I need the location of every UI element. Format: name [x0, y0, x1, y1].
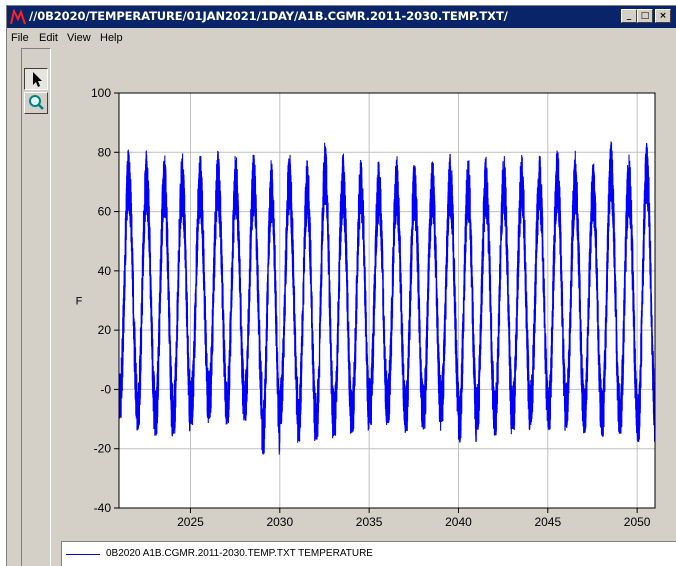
temperature-series-line	[118, 141, 656, 455]
x-tick-label: 2050	[624, 515, 651, 529]
app-window: //0B2020/TEMPERATURE/01JAN2021/1DAY/A1B.…	[6, 5, 676, 566]
y-tick-label: 20	[98, 323, 112, 337]
menu-bar: File Edit View Help	[7, 28, 676, 48]
arrow-pointer-icon	[33, 72, 42, 87]
maximize-button[interactable]: □	[637, 9, 653, 23]
pointer-tool-button[interactable]	[24, 68, 48, 90]
minimize-button[interactable]: _	[621, 9, 637, 23]
y-tick-label: 40	[98, 264, 112, 278]
y-tick-label: -40	[94, 501, 112, 515]
legend-label: 0B2020 A1B.CGMR.2011-2030.TEMP.TXT TEMPE…	[106, 548, 373, 559]
y-tick-label: -20	[94, 442, 112, 456]
plot-area	[119, 93, 655, 508]
y-tick-label: 60	[98, 205, 112, 219]
x-tick-label: 2040	[445, 515, 472, 529]
x-tick-label: 2045	[534, 515, 561, 529]
y-tick-label: -0	[100, 382, 111, 396]
y-tick-label: 100	[91, 86, 111, 100]
close-button[interactable]: ×	[655, 9, 671, 23]
menu-view[interactable]: View	[67, 32, 91, 44]
zoom-tool-button[interactable]	[24, 92, 48, 114]
chart-legend: 0B2020 A1B.CGMR.2011-2030.TEMP.TXT TEMPE…	[61, 541, 676, 566]
x-tick-label: 2025	[177, 515, 204, 529]
app-logo-icon	[10, 9, 26, 25]
menu-file[interactable]: File	[11, 32, 29, 44]
y-axis-label: F	[76, 296, 83, 308]
legend-swatch	[66, 554, 100, 555]
window-title: //0B2020/TEMPERATURE/01JAN2021/1DAY/A1B.…	[29, 9, 508, 23]
title-bar[interactable]: //0B2020/TEMPERATURE/01JAN2021/1DAY/A1B.…	[7, 6, 676, 28]
magnifier-icon	[29, 95, 44, 110]
menu-edit[interactable]: Edit	[39, 32, 58, 44]
y-tick-label: 80	[98, 145, 112, 159]
x-tick-label: 2035	[356, 515, 383, 529]
menu-help[interactable]: Help	[100, 32, 123, 44]
x-tick-label: 2030	[266, 515, 293, 529]
plot-frame	[118, 92, 656, 509]
tool-palette	[21, 48, 51, 566]
